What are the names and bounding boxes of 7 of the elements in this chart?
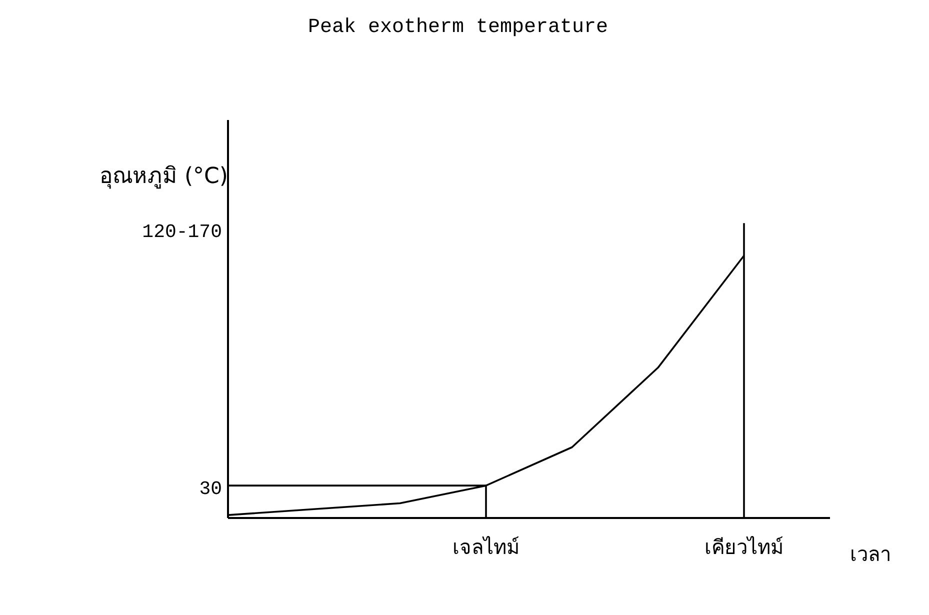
text: 30 [199, 478, 222, 500]
text: 120-170 [142, 221, 222, 243]
x-tick-label: เคียวไทม์ [704, 535, 784, 560]
chart-title: Peak exotherm temperature [306, 16, 610, 39]
x-axis-title: เวลา [850, 541, 891, 568]
x-tick-label: เจลไทม์ [452, 535, 520, 560]
y-axis-title: อุณหภูมิ (°C) [99, 163, 228, 191]
